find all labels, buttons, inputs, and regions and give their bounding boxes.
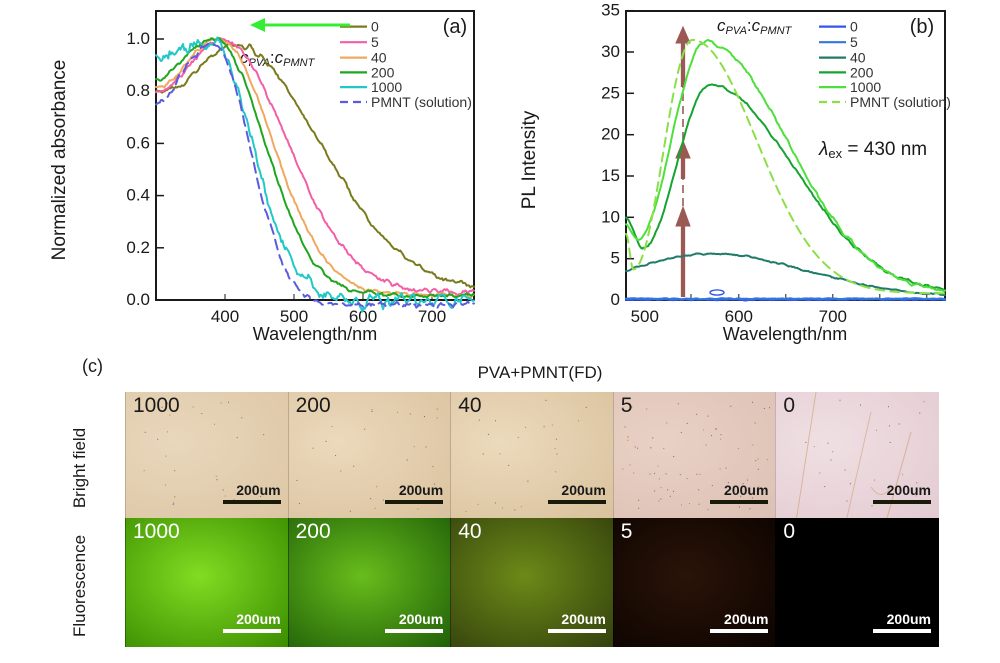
svg-text:1.0: 1.0 bbox=[126, 29, 150, 48]
svg-text:25: 25 bbox=[601, 83, 620, 102]
svg-text:700: 700 bbox=[418, 307, 446, 326]
svg-text:0.8: 0.8 bbox=[126, 81, 150, 100]
svg-text:500: 500 bbox=[631, 307, 659, 326]
svg-text:0.0: 0.0 bbox=[126, 290, 150, 309]
svg-text:λex = 430 nm: λex = 430 nm bbox=[818, 139, 927, 161]
svg-text:15: 15 bbox=[601, 166, 620, 185]
svg-text:5: 5 bbox=[371, 34, 379, 50]
svg-text:20: 20 bbox=[601, 125, 620, 144]
svg-text:200: 200 bbox=[850, 64, 874, 80]
svg-text:PMNT (solution): PMNT (solution) bbox=[850, 94, 951, 110]
svg-text:1000: 1000 bbox=[371, 79, 402, 95]
svg-text:(b): (b) bbox=[910, 16, 934, 38]
svg-text:Normalized absorbance: Normalized absorbance bbox=[49, 60, 70, 261]
svg-text:0: 0 bbox=[850, 19, 858, 35]
svg-text:30: 30 bbox=[601, 42, 620, 61]
svg-text:10: 10 bbox=[601, 207, 620, 226]
svg-text:5: 5 bbox=[611, 249, 620, 268]
svg-text:0: 0 bbox=[611, 290, 620, 309]
svg-text:0.6: 0.6 bbox=[126, 133, 150, 152]
svg-text:PL Intensity: PL Intensity bbox=[519, 110, 540, 209]
svg-text:Wavelength/nm: Wavelength/nm bbox=[723, 324, 847, 344]
svg-text:0.4: 0.4 bbox=[126, 186, 150, 205]
svg-text:400: 400 bbox=[211, 307, 239, 326]
svg-text:cPVA:cPMNT: cPVA:cPMNT bbox=[717, 16, 793, 37]
svg-text:0: 0 bbox=[371, 19, 379, 35]
svg-text:Fluorescence: Fluorescence bbox=[70, 535, 89, 637]
svg-text:40: 40 bbox=[850, 50, 866, 66]
svg-text:Wavelength/nm: Wavelength/nm bbox=[253, 324, 377, 344]
svg-text:(a): (a) bbox=[443, 16, 467, 38]
svg-text:PMNT (solution): PMNT (solution) bbox=[371, 94, 472, 110]
svg-text:35: 35 bbox=[601, 1, 620, 20]
svg-text:5: 5 bbox=[850, 34, 858, 50]
svg-text:Bright field: Bright field bbox=[70, 428, 89, 508]
svg-text:40: 40 bbox=[371, 50, 387, 66]
svg-text:0.2: 0.2 bbox=[126, 238, 150, 257]
svg-text:1000: 1000 bbox=[850, 79, 881, 95]
svg-text:200: 200 bbox=[371, 64, 395, 80]
